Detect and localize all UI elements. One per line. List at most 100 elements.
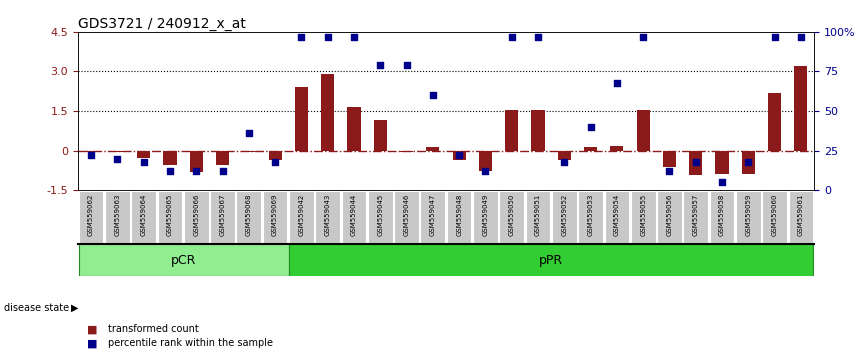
Bar (742, 150, 755, 174)
Point (294, 34, 308, 39)
Point (216, 169, 229, 174)
Text: GSM559060: GSM559060 (772, 193, 778, 236)
Point (610, 80, 624, 85)
FancyBboxPatch shape (315, 191, 340, 243)
FancyBboxPatch shape (630, 191, 656, 243)
Text: GSM559063: GSM559063 (114, 193, 120, 236)
Text: GSM559052: GSM559052 (561, 193, 567, 236)
FancyBboxPatch shape (341, 191, 366, 243)
FancyBboxPatch shape (447, 191, 471, 243)
Text: GSM559059: GSM559059 (746, 193, 752, 236)
Bar (505, 110, 518, 150)
Bar (374, 120, 387, 150)
Bar (347, 107, 360, 150)
Bar (558, 150, 571, 160)
Text: GSM559055: GSM559055 (640, 193, 646, 236)
FancyBboxPatch shape (79, 191, 103, 243)
FancyBboxPatch shape (132, 191, 156, 243)
Text: GDS3721 / 240912_x_at: GDS3721 / 240912_x_at (78, 17, 246, 31)
Text: GSM559053: GSM559053 (588, 193, 593, 236)
Bar (637, 110, 650, 150)
FancyBboxPatch shape (657, 191, 682, 243)
Text: ▶: ▶ (71, 303, 79, 313)
Text: GSM559045: GSM559045 (378, 193, 384, 236)
Text: GSM559064: GSM559064 (140, 193, 146, 236)
FancyBboxPatch shape (709, 191, 734, 243)
Bar (242, 150, 255, 152)
Text: ■: ■ (87, 324, 97, 334)
Bar (794, 65, 807, 150)
FancyBboxPatch shape (184, 191, 209, 243)
Bar (190, 150, 203, 172)
Text: disease state: disease state (4, 303, 69, 313)
FancyBboxPatch shape (736, 191, 760, 243)
Text: GSM559061: GSM559061 (798, 193, 804, 236)
Point (347, 34, 361, 39)
Text: GSM559069: GSM559069 (272, 193, 278, 236)
Bar (400, 150, 413, 152)
Bar (164, 150, 177, 165)
Bar (768, 92, 781, 150)
Bar (216, 150, 229, 165)
Text: GSM559047: GSM559047 (430, 193, 436, 236)
FancyBboxPatch shape (105, 191, 130, 243)
Point (399, 62, 413, 68)
Text: GSM559048: GSM559048 (456, 193, 462, 236)
Bar (321, 74, 334, 150)
Point (373, 62, 387, 68)
Text: GSM559050: GSM559050 (508, 193, 514, 236)
Text: GSM559043: GSM559043 (325, 193, 331, 236)
Point (268, 159, 282, 165)
Bar (611, 146, 624, 150)
FancyBboxPatch shape (368, 191, 392, 243)
Point (84, 153, 98, 158)
Text: GSM559046: GSM559046 (404, 193, 410, 236)
FancyBboxPatch shape (394, 191, 419, 243)
Point (505, 34, 519, 39)
Bar (268, 150, 281, 160)
Point (163, 169, 177, 174)
Point (662, 169, 676, 174)
Bar (662, 150, 676, 167)
Bar (584, 147, 598, 150)
Point (242, 130, 255, 136)
Point (715, 179, 729, 185)
Text: GSM559065: GSM559065 (167, 193, 173, 236)
Text: pCR: pCR (171, 254, 197, 267)
Point (137, 159, 151, 165)
Bar (479, 150, 492, 171)
FancyBboxPatch shape (789, 191, 813, 243)
FancyBboxPatch shape (552, 191, 577, 243)
Point (767, 34, 781, 39)
Bar (715, 150, 728, 174)
Text: ■: ■ (87, 338, 97, 348)
Point (794, 34, 808, 39)
FancyBboxPatch shape (158, 191, 183, 243)
FancyBboxPatch shape (578, 191, 603, 243)
Point (320, 34, 334, 39)
FancyBboxPatch shape (526, 191, 551, 243)
Text: GSM559067: GSM559067 (220, 193, 225, 236)
FancyBboxPatch shape (683, 191, 708, 243)
Bar (137, 150, 150, 158)
Text: GSM559051: GSM559051 (535, 193, 541, 236)
FancyBboxPatch shape (289, 245, 813, 276)
Text: GSM559049: GSM559049 (482, 193, 488, 236)
Text: GSM559054: GSM559054 (614, 193, 620, 236)
FancyBboxPatch shape (210, 191, 235, 243)
Point (688, 159, 702, 165)
Point (426, 92, 440, 98)
FancyBboxPatch shape (604, 191, 630, 243)
Text: GSM559058: GSM559058 (719, 193, 725, 236)
FancyBboxPatch shape (262, 191, 288, 243)
FancyBboxPatch shape (79, 245, 288, 276)
FancyBboxPatch shape (236, 191, 262, 243)
Point (584, 124, 598, 130)
Bar (294, 87, 308, 150)
Text: GSM559068: GSM559068 (246, 193, 252, 236)
Bar (453, 150, 466, 160)
FancyBboxPatch shape (762, 191, 787, 243)
Point (479, 169, 493, 174)
Point (531, 34, 545, 39)
Bar (426, 147, 439, 150)
